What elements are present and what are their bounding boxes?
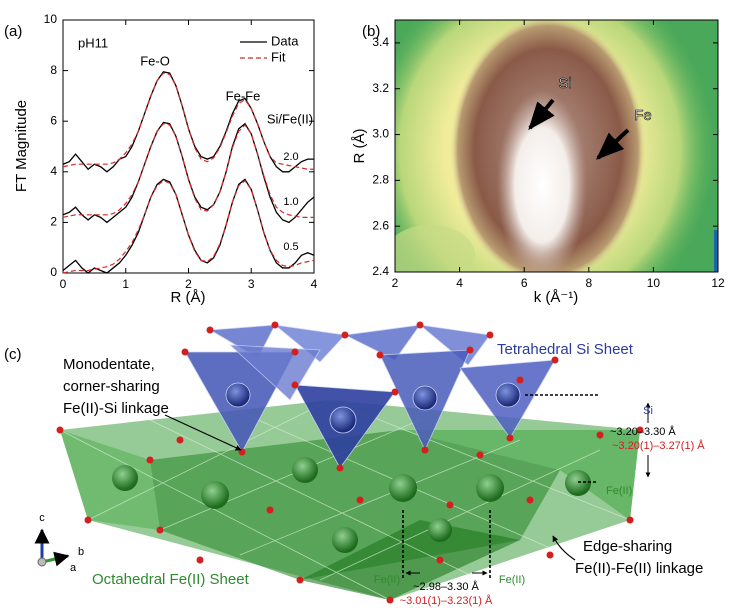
o-atoms: [56, 321, 644, 604]
x-tick-label: 12: [711, 276, 725, 290]
y-tick-label: 0: [50, 265, 57, 279]
annotation: Fe: [634, 107, 652, 124]
data-line: [62, 179, 315, 274]
y-tick-label: 8: [50, 63, 57, 77]
heatmap: [395, 20, 718, 272]
y-axis-label: R (Å): [351, 129, 368, 164]
label: Edge-sharing: [583, 538, 672, 555]
panel-label: (b): [362, 23, 380, 40]
data-line: [62, 178, 315, 274]
label: ~3.20–3.30 Å: [610, 425, 676, 438]
axis-label: b: [78, 546, 84, 558]
x-tick-label: 6: [521, 276, 528, 290]
data-line: [62, 123, 314, 218]
x-tick-label: 0: [60, 277, 67, 291]
y-tick-label: 3.0: [372, 127, 389, 141]
label: ~2.98–3.30 Å: [413, 580, 479, 593]
annotation: pH11: [78, 35, 108, 50]
data-line: [62, 72, 314, 170]
label: Fe(II)-Si linkage: [63, 400, 169, 417]
fe-atoms: [112, 457, 591, 553]
x-axis-label: R (Å): [171, 289, 206, 306]
label: ~3.01(1)–3.23(1) Å: [400, 594, 493, 607]
panel-label: (a): [4, 23, 22, 40]
label: Fe(II): [606, 485, 632, 497]
x-tick-label: 1: [122, 277, 129, 291]
label: corner-sharing: [63, 378, 160, 395]
curve-label: 0.5: [283, 241, 298, 253]
plot-frame: [394, 19, 719, 273]
y-tick-label: 3.2: [372, 81, 389, 95]
legend-label: Fit: [271, 49, 286, 64]
si-tetrahedra: [184, 324, 556, 469]
annotation: Fe-Fe: [226, 88, 261, 103]
label: Fe(II)-Fe(II) linkage: [575, 560, 703, 577]
curve-label: 2.0: [283, 151, 298, 163]
label: Octahedral Fe(II) Sheet: [92, 571, 250, 588]
x-tick-label: 3: [248, 277, 255, 291]
y-axis-label: FT Magnitude: [13, 100, 30, 192]
y-tick-label: 2.8: [372, 173, 389, 187]
y-tick-label: 2: [50, 215, 57, 229]
y-tick-label: 10: [44, 12, 58, 26]
x-tick-label: 2: [392, 276, 399, 290]
axis-label: c: [39, 512, 45, 524]
y-tick-label: 6: [50, 113, 57, 127]
x-tick-label: 4: [311, 277, 318, 291]
axis-label: a: [70, 562, 77, 574]
y-tick-label: 3.4: [372, 35, 389, 49]
x-tick-label: 2: [185, 277, 192, 291]
label: Tetrahedral Si Sheet: [497, 341, 634, 358]
curve-label: 1.0: [283, 196, 298, 208]
x-axis-label: k (Å⁻¹): [534, 289, 579, 306]
y-tick-label: 4: [50, 164, 57, 178]
structure: [34, 321, 651, 604]
y-tick-label: 2.4: [372, 264, 389, 278]
x-tick-label: 10: [647, 276, 661, 290]
label: Si: [643, 405, 653, 417]
y-tick-label: 2.6: [372, 218, 389, 232]
annotation: Si: [558, 75, 571, 92]
label: Fe(II): [499, 574, 525, 586]
panel-label: (c): [4, 346, 22, 363]
annotation: Si/Fe(II): [267, 111, 313, 126]
annotation: Fe-O: [140, 53, 170, 68]
legend-label: Data: [271, 33, 299, 48]
x-tick-label: 4: [456, 276, 463, 290]
x-tick-label: 8: [585, 276, 592, 290]
label: Fe(II): [374, 574, 400, 586]
label: ~3.20(1)–3.27(1) Å: [612, 439, 705, 452]
label: Monodentate,: [63, 356, 155, 373]
